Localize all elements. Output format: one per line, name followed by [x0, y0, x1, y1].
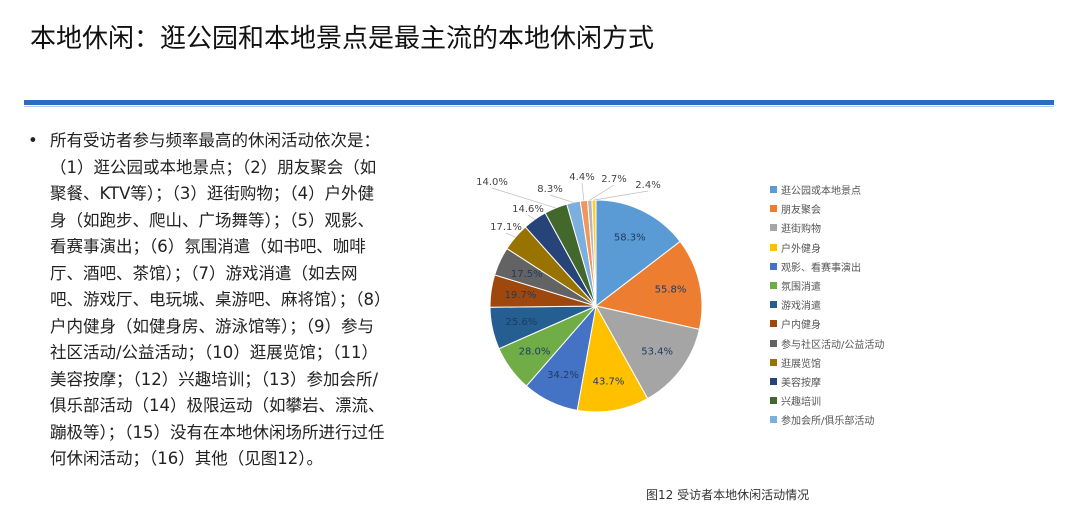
legend-label: 参加会所/俱乐部活动	[781, 416, 875, 428]
legend-item: 逛公园或本地景点	[770, 180, 884, 199]
legend-swatch	[770, 205, 777, 213]
divider	[24, 100, 1054, 105]
legend-swatch	[770, 186, 777, 194]
legend-label: 美容按摩	[781, 377, 821, 389]
slice-label: 17.1%	[490, 222, 522, 233]
figure-caption: 图12 受访者本地休闲活动情况	[646, 488, 810, 502]
slice-label: 28.0%	[519, 346, 551, 357]
legend-item: 户外健身	[770, 238, 884, 257]
legend-swatch	[770, 224, 777, 232]
slice-label: 58.3%	[614, 233, 646, 244]
slice-label: 14.6%	[512, 204, 544, 215]
legend-label: 朋友聚会	[781, 205, 821, 217]
chart-legend: 逛公园或本地景点 朋友聚会逛街购物户外健身观影、看赛事演出 氛围消遣游戏消遣户内健身…	[770, 180, 884, 429]
slice-label: 25.6%	[506, 317, 538, 328]
legend-label: 户外健身	[781, 243, 821, 255]
legend-item: 游戏消遣	[770, 295, 884, 314]
legend-label: 逛街购物	[781, 224, 821, 236]
legend-swatch	[770, 301, 777, 309]
slice-label: 17.5%	[511, 269, 543, 280]
slice-label: 4.4%	[569, 172, 594, 183]
legend-swatch	[770, 320, 777, 328]
legend-swatch	[770, 262, 777, 270]
legend-swatch	[770, 282, 777, 290]
leader-line	[589, 184, 615, 201]
legend-item: 参与社区活动/公益活动	[770, 334, 884, 353]
legend-label: 逛公园或本地景点	[781, 186, 861, 198]
legend-label: 游戏消遣	[781, 301, 821, 313]
legend-label: 户内健身	[781, 320, 821, 332]
pie-slice	[576, 304, 649, 413]
legend-item: 逛街购物	[770, 218, 884, 237]
bullet-paragraph: • 所有受访者参与频率最高的休闲活动依次是： （1）逛公园或本地景点；（2）朋友…	[28, 128, 388, 473]
bullet-icon: •	[28, 131, 38, 150]
leader-line	[549, 194, 574, 203]
slice-label: 2.4%	[635, 180, 660, 191]
slice-label: 43.7%	[593, 376, 625, 387]
legend-item: 美容按摩	[770, 372, 884, 391]
slice-label: 34.2%	[547, 370, 579, 381]
legend-item: 参加会所/俱乐部活动	[770, 410, 884, 429]
legend-swatch	[770, 243, 777, 251]
legend-label: 氛围消遣	[781, 282, 821, 294]
slice-label: 14.0%	[476, 177, 508, 188]
legend-swatch	[770, 358, 777, 366]
pie-chart: 58.3% 55.8% 53.4% 43.7% 34.2% 28.0% 25.6% 19.7%…	[475, 171, 703, 413]
page-title: 本地休闲：逛公园和本地景点是最主流的本地休闲方式	[30, 24, 655, 54]
legend-swatch	[770, 416, 777, 424]
leader-line	[505, 232, 516, 238]
legend-item: 朋友聚会	[770, 199, 884, 218]
pie-slice	[595, 305, 700, 400]
slice-label: 19.7%	[505, 290, 537, 301]
leader-line	[491, 187, 556, 209]
legend-item: 户内健身	[770, 314, 884, 333]
legend-swatch	[770, 377, 777, 385]
legend-label: 观影、看赛事演出	[781, 262, 861, 274]
legend-swatch	[770, 397, 777, 405]
slice-label: 8.3%	[537, 184, 562, 195]
slice-label: 55.8%	[655, 285, 687, 296]
legend-label: 兴趣培训	[781, 397, 821, 409]
leader-line	[527, 214, 536, 220]
legend-swatch	[770, 339, 777, 347]
legend-item: 兴趣培训	[770, 391, 884, 410]
pie-slice	[594, 240, 703, 331]
legend-item: 逛展览馆	[770, 353, 884, 372]
bullet-text: 所有受访者参与频率最高的休闲活动依次是： （1）逛公园或本地景点；（2）朋友聚会…	[50, 131, 385, 468]
slice-label: 2.7%	[601, 174, 626, 185]
leader-line	[581, 182, 585, 201]
divider-thin	[24, 106, 1054, 107]
legend-label: 逛展览馆	[781, 358, 821, 370]
slice-label: 53.4%	[641, 347, 673, 358]
leader-line	[593, 190, 649, 201]
legend-label: 参与社区活动/公益活动	[781, 339, 885, 351]
legend-item: 观影、看赛事演出	[770, 257, 884, 276]
pie-slice	[595, 199, 681, 308]
legend-item: 氛围消遣	[770, 276, 884, 295]
